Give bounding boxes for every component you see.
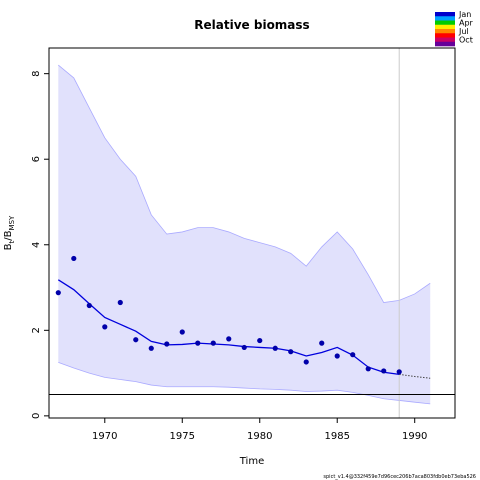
x-tick-label: 1970: [92, 431, 117, 442]
observation-point: [117, 299, 123, 306]
chart-title: Relative biomass: [194, 18, 309, 32]
observation-point: [102, 324, 108, 330]
confidence-upper-line: [58, 64, 431, 303]
x-tick-label: 1990: [402, 431, 427, 442]
y-tick-label: 8: [31, 70, 42, 76]
legend-color-swatch: [435, 20, 455, 26]
plot-area: [48, 47, 456, 419]
y-axis-label: Bt/BMSY: [3, 215, 16, 250]
observation-point: [210, 340, 216, 346]
legend-color-swatch: [435, 16, 455, 21]
footer-version: spict_v1.4@332f459e7d96cec206b7aca803fdb…: [323, 474, 476, 480]
y-axis-label-mid: /B: [3, 230, 14, 240]
observation-point: [164, 341, 170, 347]
observation-point: [319, 340, 325, 346]
y-axis-label-sub2: MSY: [8, 215, 16, 230]
legend-color-swatch: [435, 33, 455, 38]
confidence-lower-line: [58, 362, 431, 405]
legend-color-swatch: [435, 37, 455, 43]
legend-color-swatch: [435, 24, 455, 30]
y-tick-label: 2: [31, 327, 42, 333]
y-tick-label: 6: [31, 156, 42, 162]
x-tick-label: 1975: [170, 431, 195, 442]
forecast-line: [399, 373, 431, 379]
observation-point: [350, 352, 356, 358]
observation-point: [396, 369, 402, 375]
observation-point: [334, 353, 340, 359]
observation-point: [148, 345, 154, 351]
legend-label: Apr: [459, 19, 474, 28]
observation-point: [71, 255, 77, 262]
observation-point: [226, 336, 232, 342]
observation-point: [257, 337, 263, 344]
observation-point: [288, 349, 294, 355]
legend-label: Jul: [458, 27, 469, 36]
y-axis-label-main: B: [3, 243, 14, 250]
x-axis-label: Time: [239, 456, 264, 467]
observation-point: [272, 345, 278, 351]
legend-color-swatch: [435, 12, 455, 17]
x-axis: 1970 1975 1980 1985 1990: [92, 417, 427, 442]
legend-label: Jan: [458, 10, 471, 19]
y-axis-label-sub1: t: [8, 240, 16, 243]
y-tick-label: 0: [31, 413, 42, 419]
observation-point: [241, 344, 247, 351]
confidence-band: [58, 65, 431, 404]
observation-point: [179, 329, 185, 335]
observation-point: [86, 302, 92, 309]
legend-label: Oct: [459, 36, 473, 45]
y-axis: 0 2 4 6 8: [31, 70, 50, 419]
observation-point: [133, 337, 139, 343]
legend-color-swatch: [435, 41, 455, 47]
observation-point: [381, 368, 387, 374]
y-tick-label: 4: [31, 242, 42, 248]
observation-point: [303, 359, 309, 365]
x-tick-label: 1985: [325, 431, 350, 442]
observation-point: [365, 366, 371, 372]
legend-color-swatch: [435, 29, 455, 34]
observation-point: [55, 290, 61, 296]
estimate-line: [57, 279, 400, 376]
x-tick-label: 1980: [247, 431, 272, 442]
observation-point: [195, 340, 201, 346]
